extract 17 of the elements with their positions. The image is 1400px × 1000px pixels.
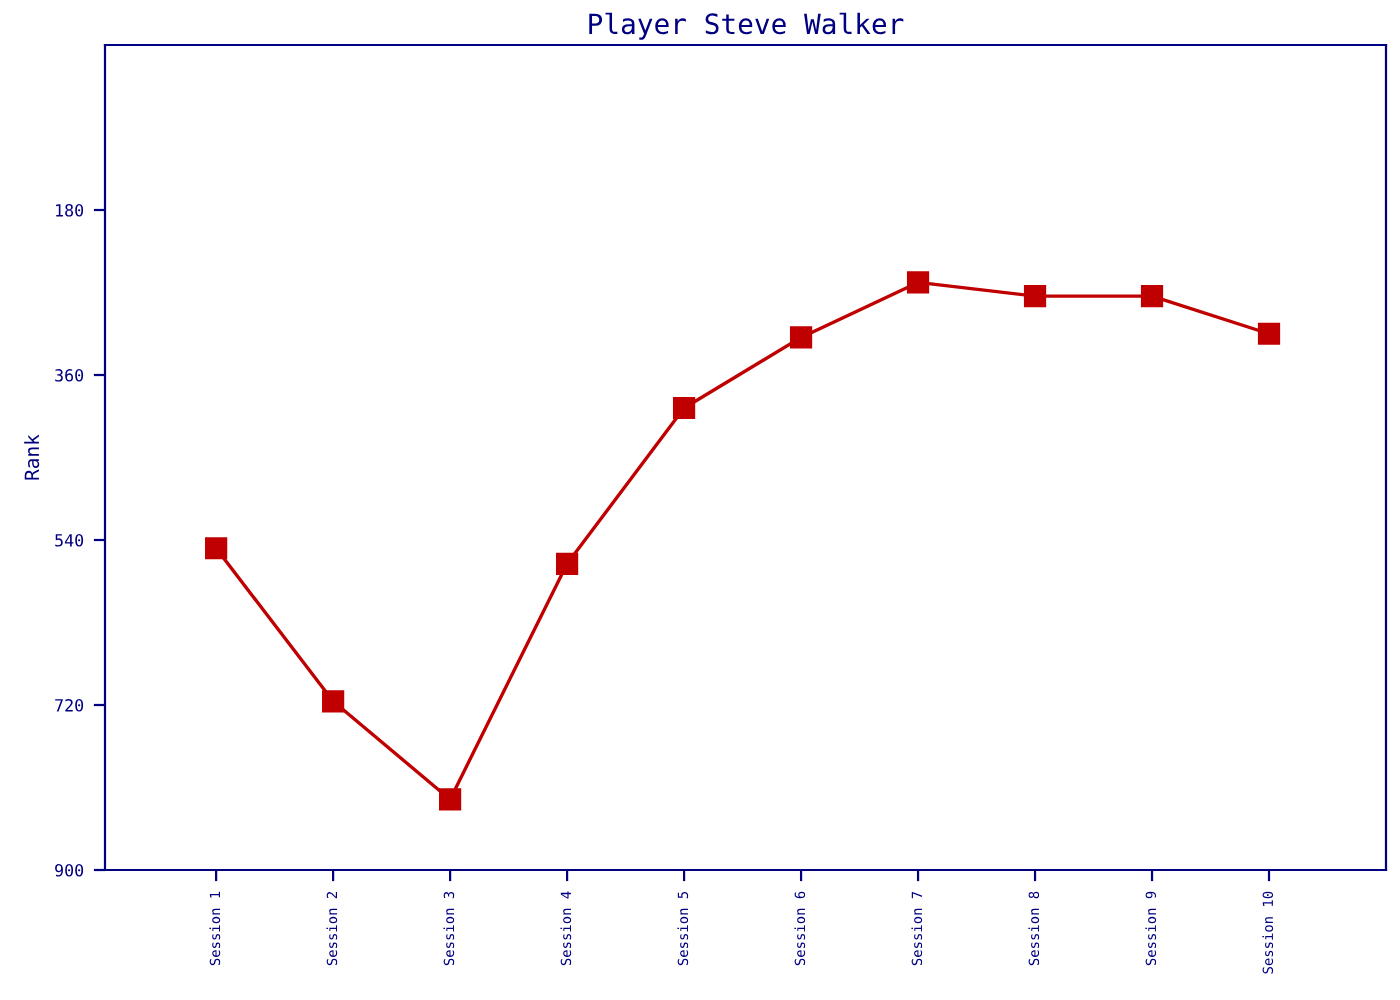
point xyxy=(789,326,813,349)
y-tick-label: 180 xyxy=(56,204,84,217)
point xyxy=(205,537,228,560)
point xyxy=(1140,285,1164,308)
y-axis-title: Rank xyxy=(24,434,40,480)
point xyxy=(555,552,579,575)
point xyxy=(1023,285,1047,308)
point xyxy=(906,271,930,294)
y-tick-label: 540 xyxy=(55,534,84,547)
y-tick-label: 900 xyxy=(55,864,84,877)
point xyxy=(672,396,696,420)
chart-title: Player Steve Walker xyxy=(589,12,904,40)
point xyxy=(1257,322,1281,345)
y-tick-label: 720 xyxy=(55,699,84,712)
y-tick-label: 360 xyxy=(55,369,84,382)
point xyxy=(322,690,345,713)
point xyxy=(439,788,462,811)
